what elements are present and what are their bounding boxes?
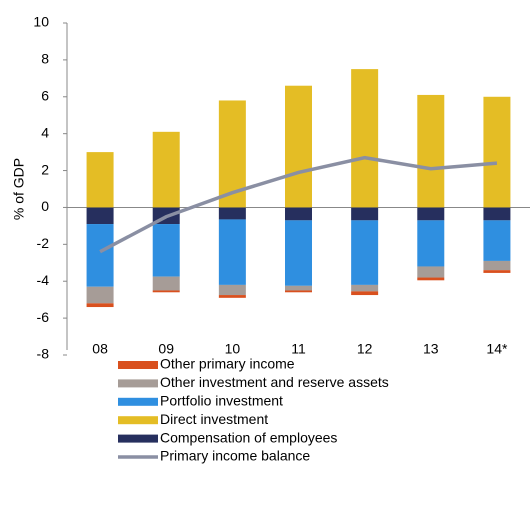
bar-segment [351,207,379,221]
legend-label: Direct investment [160,411,268,427]
y-tick-label: -8 [37,346,50,362]
y-tick-label: -4 [37,272,50,288]
x-tick-label: 09 [158,341,174,357]
bar-segment [152,276,180,291]
y-tick-label: 6 [41,87,49,103]
x-tick-label: 10 [225,341,241,357]
legend-swatch [118,416,158,425]
bar-segment [483,207,511,221]
legend-swatch [118,397,158,406]
bar-segment [417,94,445,208]
bar-segment [483,96,511,208]
legend-label: Primary income balance [160,448,310,464]
bar-segment [351,291,379,296]
bar-segment [285,207,312,221]
y-tick-label: 4 [41,124,49,140]
x-tick-label: 13 [423,341,439,357]
legend-label: Other primary income [160,356,295,372]
legend-swatch [118,434,158,443]
x-tick-label: 11 [291,341,306,357]
bar-segment [351,284,379,292]
bar-segment [417,277,445,281]
legend-label: Compensation of employees [160,429,337,445]
bar-segment [351,220,379,285]
bar-segment [86,207,114,225]
bar-segment [86,286,114,304]
bar-segment [86,224,114,287]
legend-swatch [118,361,158,369]
bar-segment [218,284,246,296]
y-tick-label: -2 [37,235,50,251]
y-tick-label: 0 [41,198,49,214]
bar-segment [417,220,445,267]
x-tick-label: 14* [486,341,508,357]
bar-segment [483,220,511,261]
y-tick-label: 8 [41,51,49,67]
bar-segment [285,285,312,291]
bar-segment [417,266,445,278]
x-tick-label: 12 [357,341,373,357]
legend-swatch [118,379,158,388]
bar-segment [86,152,114,208]
bar-segment [285,220,312,286]
bar-segment [86,303,114,308]
bar-segment [218,219,246,285]
bar-segment [152,290,180,293]
bar-segment [218,207,246,220]
y-tick-label: 2 [41,161,49,177]
x-tick-label: 08 [92,341,108,357]
y-axis-label: % of GDP [11,158,27,220]
y-tick-label: -6 [37,309,50,325]
bar-segment [483,260,511,271]
bar-segment [483,270,511,273]
line [99,155,498,254]
bar-segment [218,295,246,298]
y-tick-label: 10 [33,14,49,30]
bar-segment [152,224,180,277]
bar-segment [351,69,379,208]
bar-segment [285,290,312,293]
legend-label: Other investment and reserve assets [160,374,389,390]
bar-segment [285,85,312,208]
bar-segment [417,207,445,221]
bar-segment [152,131,180,208]
legend-label: Portfolio investment [160,393,283,409]
